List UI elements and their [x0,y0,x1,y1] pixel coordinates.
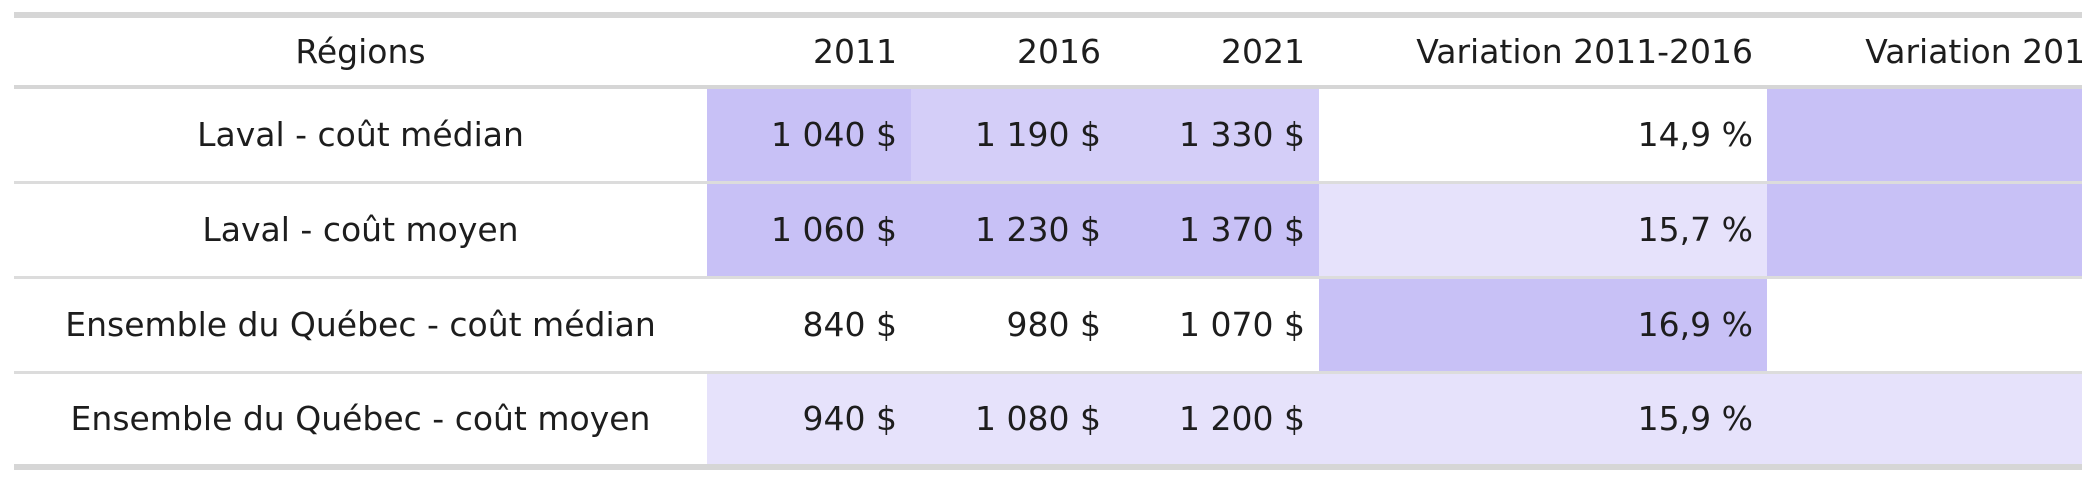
table-cell: 1 370 $ [1115,182,1319,277]
table-cell: 11,6 % [1767,182,2082,277]
table-cell: 15,7 % [1319,182,1767,277]
table-cell: 1 230 $ [911,182,1115,277]
table-row: Ensemble du Québec - coût moyen 940 $ 1 … [14,372,2082,467]
table-cell: 1 070 $ [1115,277,1319,372]
table-cell: 14,9 % [1319,87,1767,182]
table-cell: 16,9 % [1319,277,1767,372]
table-cell: 8,9 % [1767,277,2082,372]
table-cell: 1 330 $ [1115,87,1319,182]
table-cell: 980 $ [911,277,1115,372]
table-cell: 1 040 $ [707,87,911,182]
region-label: Ensemble du Québec - coût moyen [70,399,651,439]
table-cell: 1 200 $ [1115,372,1319,467]
data-table: Régions 2011 2016 2021 Variation 2011-20… [14,12,2082,470]
column-header-variation-2016-2021: Variation 2016-2021 [1865,32,2082,71]
header-row: Régions 2011 2016 2021 Variation 2011-20… [14,15,2082,87]
table-cell: 1 190 $ [911,87,1115,182]
table-cell: 940 $ [707,372,911,467]
table-cell: 840 $ [707,277,911,372]
column-header-variation-2011-2016: Variation 2011-2016 [1416,32,1753,71]
table-row: Ensemble du Québec - coût médian 840 $ 9… [14,277,2082,372]
column-header-2011: 2011 [813,32,897,71]
table-cell: 11,8 % [1767,87,2082,182]
region-label: Laval - coût médian [197,115,524,155]
table-cell: 10,1 % [1767,372,2082,467]
table-cell: 1 060 $ [707,182,911,277]
region-label: Laval - coût moyen [202,210,519,249]
data-table-container: Régions 2011 2016 2021 Variation 2011-20… [14,12,2082,470]
table-cell: 1 080 $ [911,372,1115,467]
column-header-2021: 2021 [1221,32,1305,71]
column-header-regions: Régions [295,32,426,71]
column-header-2016: 2016 [1017,32,1101,71]
table-row: Laval - coût médian 1 040 $ 1 190 $ 1 33… [14,87,2082,182]
region-label: Ensemble du Québec - coût médian [65,305,656,344]
table-row: Laval - coût moyen 1 060 $ 1 230 $ 1 370… [14,182,2082,277]
table-cell: 15,9 % [1319,372,1767,467]
